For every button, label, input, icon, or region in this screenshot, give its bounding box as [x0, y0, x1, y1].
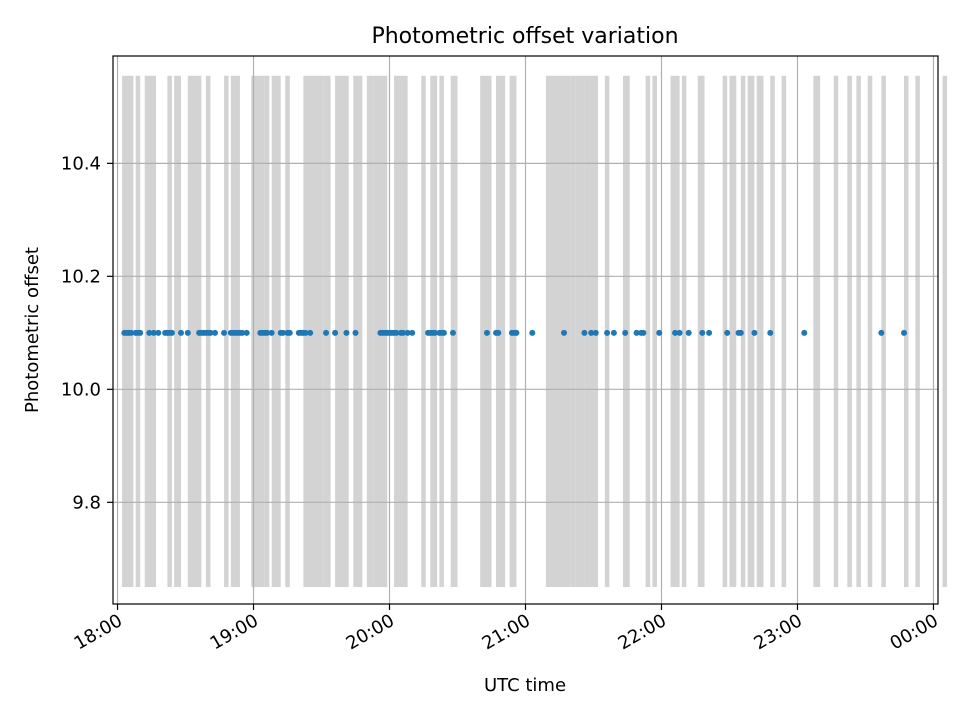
data-point — [286, 329, 293, 336]
data-point — [685, 329, 692, 336]
exposure-band — [781, 75, 787, 588]
data-point — [150, 329, 157, 336]
data-point — [440, 329, 447, 336]
data-point — [724, 329, 731, 336]
data-point — [239, 329, 246, 336]
data-point — [146, 329, 153, 336]
exposure-band — [833, 75, 839, 588]
data-point — [431, 329, 438, 336]
data-point — [699, 329, 706, 336]
exposure-band — [942, 75, 948, 588]
data-point — [672, 329, 679, 336]
chart-title: Photometric offset variation — [371, 24, 678, 49]
exposure-band — [575, 75, 585, 588]
exposure-band — [421, 75, 426, 588]
data-point — [901, 329, 907, 336]
y-tick-label: 10.2 — [61, 266, 101, 287]
exposure-band — [174, 75, 181, 588]
data-point — [604, 329, 611, 336]
exposure-band — [856, 75, 861, 588]
data-points — [121, 329, 907, 336]
exposure-band — [570, 75, 576, 588]
data-point — [243, 329, 250, 336]
exposure-band — [813, 75, 821, 588]
data-point — [221, 329, 228, 336]
data-point — [137, 329, 144, 336]
data-point — [409, 329, 416, 336]
data-point — [588, 329, 595, 336]
data-point — [404, 329, 411, 336]
exposure-band — [681, 75, 687, 588]
exposure-band — [366, 75, 374, 588]
data-point — [656, 329, 663, 336]
data-point — [706, 329, 713, 336]
data-point — [207, 329, 214, 336]
data-point — [640, 329, 647, 336]
exposure-band — [187, 75, 202, 588]
data-point — [483, 329, 490, 336]
data-point — [878, 329, 885, 336]
data-point — [323, 329, 330, 336]
data-point — [767, 329, 774, 336]
y-tick-label: 10.0 — [61, 379, 101, 400]
data-point — [343, 329, 350, 336]
data-point — [268, 329, 275, 336]
y-axis-ticks: 9.8 10.0 10.2 10.4 — [61, 153, 113, 513]
y-tick-label: 10.4 — [61, 153, 101, 174]
exposure-band — [645, 75, 651, 588]
data-point — [633, 329, 640, 336]
data-point — [751, 329, 758, 336]
x-axis-label: UTC time — [484, 675, 566, 696]
data-point — [610, 329, 617, 336]
data-point — [513, 329, 520, 336]
data-point — [168, 329, 175, 336]
data-point — [302, 329, 309, 336]
data-point — [184, 329, 191, 336]
data-point — [622, 329, 629, 336]
data-point — [449, 329, 456, 336]
exposure-band — [271, 75, 281, 588]
exposure-band — [756, 75, 764, 588]
exposure-band — [729, 75, 737, 588]
data-point — [400, 329, 407, 336]
data-point — [801, 329, 808, 336]
data-point — [592, 329, 599, 336]
exposure-band — [335, 75, 349, 588]
exposure-band — [652, 75, 657, 588]
data-point — [352, 329, 359, 336]
data-point — [529, 329, 536, 336]
data-point — [737, 329, 744, 336]
data-point — [177, 329, 184, 336]
y-axis-label: Photometric offset — [22, 247, 43, 413]
exposure-band — [847, 75, 852, 588]
data-point — [264, 329, 271, 336]
data-point — [211, 329, 218, 336]
data-point — [676, 329, 683, 336]
data-point — [332, 329, 339, 336]
data-point — [307, 329, 314, 336]
data-point — [495, 329, 502, 336]
y-tick-label: 9.8 — [72, 492, 101, 513]
data-point — [155, 329, 162, 336]
data-point — [128, 329, 135, 336]
data-point — [279, 329, 286, 336]
exposure-band — [303, 75, 324, 588]
exposure-band — [867, 75, 873, 588]
exposure-band — [747, 75, 755, 588]
data-point — [393, 329, 400, 336]
data-point — [561, 329, 568, 336]
data-point — [581, 329, 588, 336]
exposure-band — [545, 75, 560, 588]
exposure-band — [915, 75, 920, 588]
